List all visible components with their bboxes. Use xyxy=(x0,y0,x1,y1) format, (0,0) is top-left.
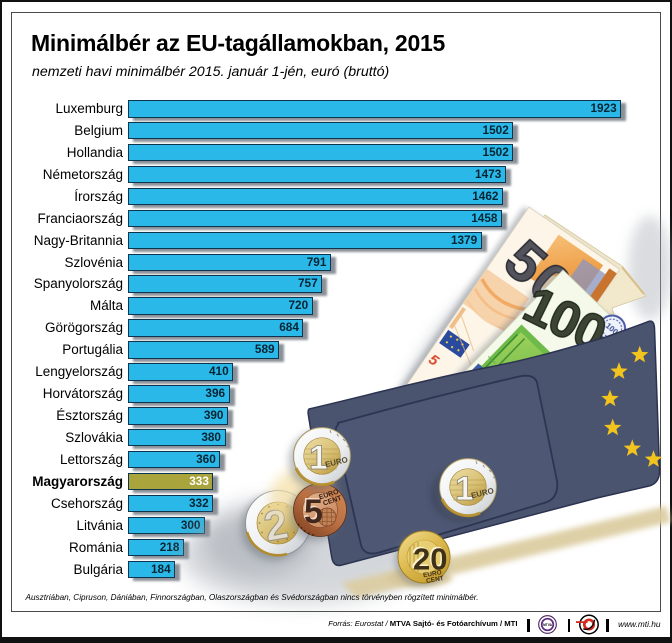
svg-text:MTVA: MTVA xyxy=(543,623,552,627)
